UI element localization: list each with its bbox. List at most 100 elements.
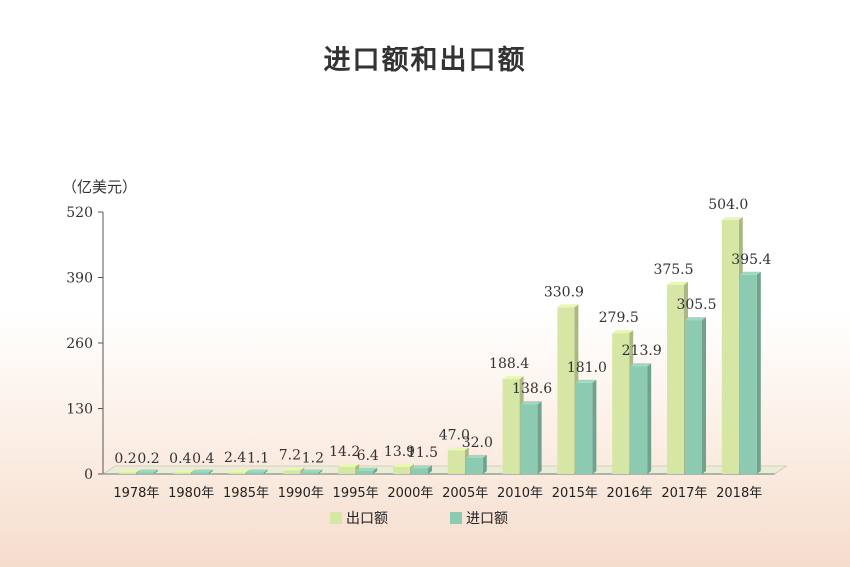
bar-top [575, 379, 597, 383]
bar-top [520, 401, 542, 405]
bar-import [137, 469, 158, 474]
bar-import [739, 271, 761, 474]
bar-top [630, 363, 652, 367]
data-label-import: 213.9 [622, 343, 662, 359]
bar-front [557, 307, 575, 474]
x-tick-label: 1985年 [223, 486, 269, 501]
bar-import [411, 465, 432, 474]
bar-import [246, 469, 268, 474]
bar-import [575, 379, 597, 474]
y-tick-label: 260 [66, 336, 93, 352]
bar-export [173, 469, 195, 474]
legend-label: 出口额 [346, 511, 388, 527]
chart-title: 进口额和出口额 [323, 45, 527, 76]
bar-top [283, 467, 305, 471]
bar-top [137, 469, 158, 473]
bar-front [137, 472, 154, 474]
data-label-import: 1.2 [302, 450, 324, 466]
data-label-export: 14.2 [329, 444, 360, 460]
bar-side [647, 363, 652, 474]
y-tick-label: 130 [66, 402, 93, 418]
y-tick-label: 390 [66, 271, 93, 287]
y-tick-label: 0 [84, 467, 93, 483]
bar-front [119, 472, 136, 474]
bar-front [411, 468, 428, 474]
bar-export [447, 447, 469, 474]
data-label-export: 13.9 [384, 444, 415, 460]
legend-item-export: 出口额 [330, 511, 388, 527]
bar-export [557, 304, 579, 474]
bar-top [356, 467, 378, 471]
data-label-export: 188.4 [489, 356, 529, 372]
data-label-export: 0.2 [114, 451, 136, 467]
bar-top [191, 469, 213, 473]
bar-import [685, 317, 706, 474]
bar-side [428, 465, 432, 474]
x-tick-label: 1990年 [278, 486, 324, 501]
bar-top [465, 454, 487, 458]
x-tick-label: 2005年 [442, 486, 488, 501]
legend-label: 进口额 [466, 511, 508, 527]
bar-front [721, 220, 739, 474]
bar-export [338, 463, 360, 474]
bar-top [173, 469, 195, 473]
bar-import [301, 469, 323, 474]
bar-front [685, 320, 702, 474]
bar-top [502, 376, 524, 380]
data-label-import: 181.0 [567, 360, 607, 376]
bar-side [318, 469, 323, 474]
data-label-import: 11.5 [407, 445, 438, 461]
data-label-export: 504.0 [708, 197, 748, 213]
bar-export [283, 467, 305, 474]
data-label-import: 1.1 [247, 450, 269, 466]
x-tick-label: 2016年 [607, 486, 653, 501]
data-label-export: 375.5 [653, 262, 693, 278]
bar-import [356, 467, 378, 474]
bar-top [667, 281, 688, 285]
x-tick-label: 2000年 [387, 486, 433, 501]
x-tick-label: 1995年 [333, 486, 379, 501]
data-label-import: 32.0 [462, 435, 493, 451]
x-tick-label: 2015年 [552, 486, 598, 501]
bar-front [502, 379, 520, 474]
bar-side [300, 467, 305, 474]
x-tick-label: 1978年 [113, 486, 159, 501]
y-tick-label: 520 [66, 205, 93, 221]
bar-import [520, 401, 542, 474]
bar-front [447, 450, 465, 474]
legend-swatch [330, 512, 342, 524]
bar-top [228, 469, 250, 473]
bar-side [702, 317, 706, 474]
bar-front [575, 382, 593, 474]
x-tick-label: 1980年 [168, 486, 214, 501]
data-label-export: 2.4 [224, 450, 246, 466]
data-label-export: 0.4 [169, 451, 191, 467]
bar-top [557, 304, 579, 308]
bar-export [119, 469, 140, 474]
bar-top [338, 463, 360, 467]
legend-swatch [450, 512, 462, 524]
bar-top [447, 447, 469, 451]
legend-item-import: 进口额 [450, 511, 508, 527]
bar-front [630, 366, 648, 474]
data-label-import: 0.4 [192, 451, 214, 467]
bar-side [208, 469, 213, 474]
data-label-import: 395.4 [731, 252, 771, 268]
x-tick-label: 2017年 [661, 486, 707, 501]
bar-side [373, 467, 378, 474]
bar-import [465, 454, 487, 474]
bar-top [411, 465, 432, 469]
data-label-import: 0.2 [137, 451, 159, 467]
bar-front [739, 274, 757, 474]
x-tick-label: 2010年 [497, 486, 543, 501]
bar-front [356, 470, 374, 474]
data-label-export: 7.2 [279, 447, 301, 463]
bar-side [482, 454, 487, 474]
bar-top [393, 463, 414, 467]
bar-front [173, 472, 191, 474]
bar-top [301, 469, 323, 473]
bar-front [228, 472, 246, 474]
data-label-export: 279.5 [599, 310, 639, 326]
x-tick-label: 2018年 [716, 486, 762, 501]
